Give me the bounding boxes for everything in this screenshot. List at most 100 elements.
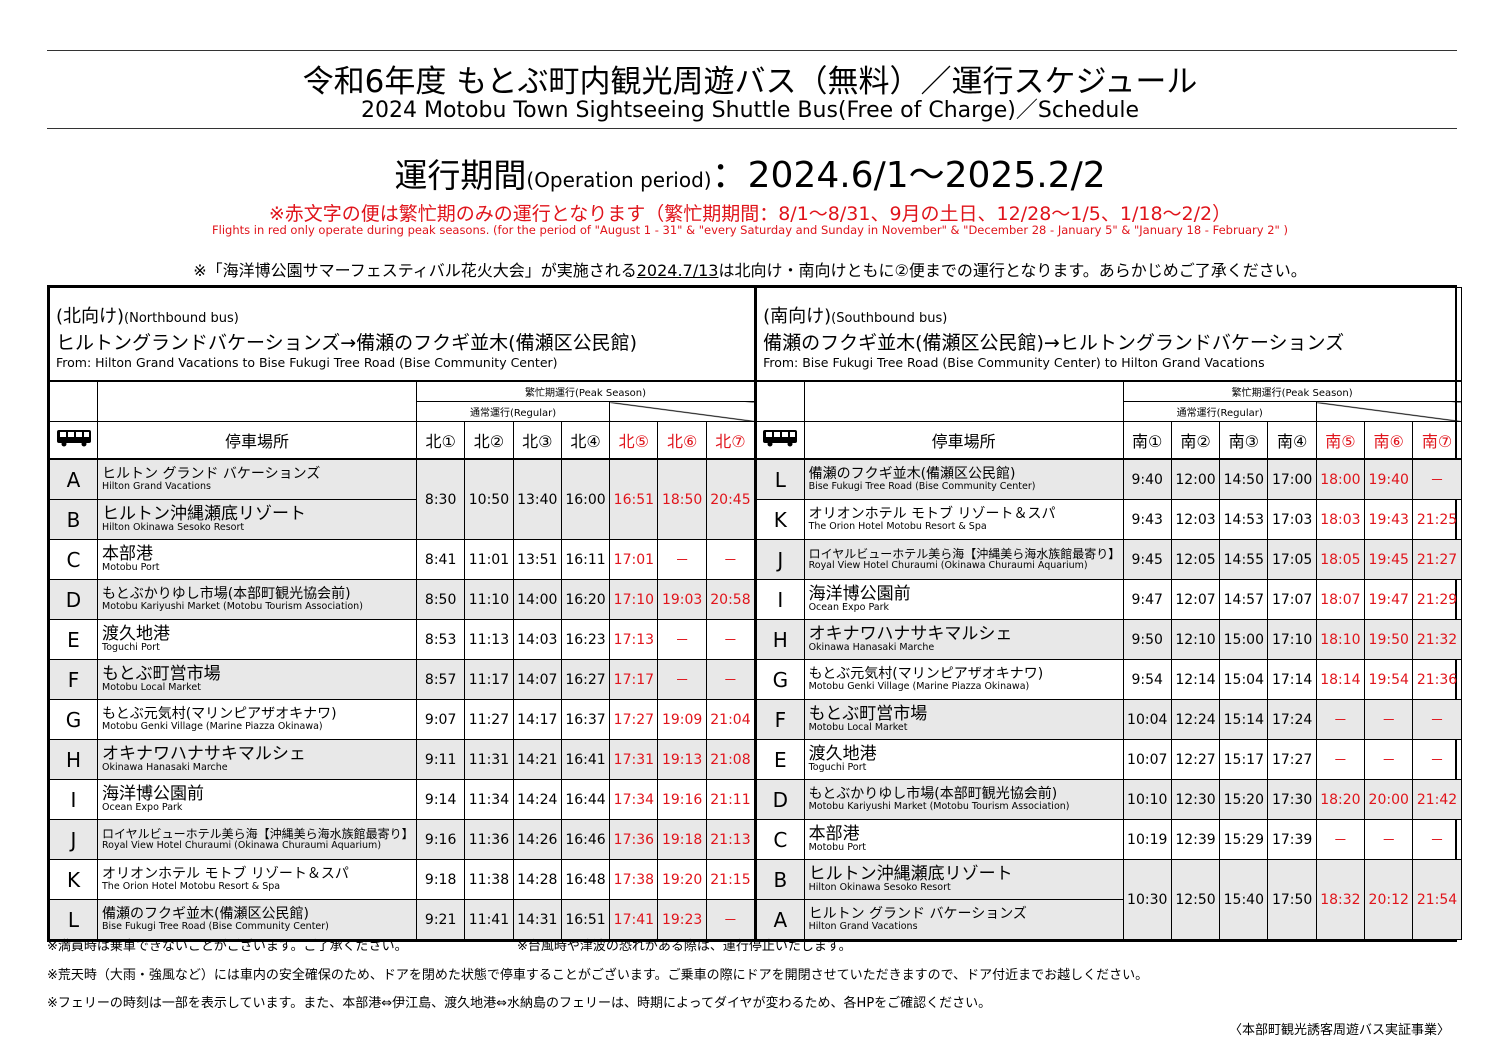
stop-name: もとぶ町営市場 xyxy=(808,703,928,724)
departure-time: 9:54 xyxy=(1122,659,1172,700)
departure-time: 19:47 xyxy=(1364,579,1414,620)
departure-time: 12:00 xyxy=(1170,458,1221,500)
trip-header: 南② xyxy=(1170,421,1221,460)
stop-name-cell: もとぶ町営市場 Motobu Local Market xyxy=(97,659,417,700)
direction-line: (南向け)(Southbound bus) xyxy=(763,302,1455,328)
stop-row: J ロイヤルビューホテル美ら海【沖縄美ら海水族館最寄り】 Royal View Ho… xyxy=(49,819,756,860)
stop-name: 海洋博公園前 xyxy=(102,783,204,804)
route-header: (北向け)(Northbound bus) ヒルトングランドバケーションズ→備瀬の… xyxy=(48,287,756,382)
stop-name-cell: オキナワハナサキマルシェ Okinawa Hanasaki Marche xyxy=(97,739,417,780)
departure-time: 14:17 xyxy=(512,699,562,740)
departure-time: 9:18 xyxy=(415,859,466,900)
departure-time: 17:27 xyxy=(609,699,659,740)
period-label-en: (Operation period) xyxy=(526,168,712,192)
stop-row: L 備瀬のフクギ並木(備瀬区公民館) Bise Fukugi Tree Road (… xyxy=(755,458,1462,500)
departure-time: 15:17 xyxy=(1219,739,1269,780)
stop-letter: K xyxy=(49,859,98,900)
departure-time: 11:38 xyxy=(464,859,514,900)
departure-time: 17:30 xyxy=(1267,779,1317,820)
departure-time: 13:51 xyxy=(512,539,562,580)
departure-time: 9:14 xyxy=(415,779,466,820)
departure-time: 11:17 xyxy=(464,659,514,700)
stop-name-en: Hilton Grand Vacations xyxy=(808,920,918,932)
stop-name-cell: オリオンホテル モトブ リゾート＆スパ The Orion Hotel Motob… xyxy=(97,859,417,900)
peak-notice-en: Flights in red only operate during peak … xyxy=(212,223,1288,237)
stop-letter: K xyxy=(755,499,805,540)
stop-name-en: The Orion Hotel Motobu Resort & Spa xyxy=(102,880,281,892)
regular-label: 通常運行(Regular) xyxy=(1122,401,1317,422)
departure-time: 17:50 xyxy=(1267,859,1317,940)
diagonal-cell xyxy=(609,401,756,422)
departure-time: － xyxy=(705,659,756,700)
departure-time: 9:40 xyxy=(1122,458,1172,500)
title-en: 2024 Motobu Town Sightseeing Shuttle Bus… xyxy=(361,98,1139,123)
departure-time: 16:44 xyxy=(560,779,611,820)
stop-name: オリオンホテル モトブ リゾート＆スパ xyxy=(102,866,349,883)
departure-time: 19:03 xyxy=(657,579,707,620)
stop-letter: B xyxy=(755,859,805,900)
stop-name: オリオンホテル モトブ リゾート＆スパ xyxy=(808,506,1056,523)
stop-name-en: Motobu Kariyushi Market (Motobu Tourism … xyxy=(808,800,1070,812)
stop-header: 停車場所 xyxy=(803,421,1124,460)
stop-row: A ヒルトン グランド バケーションズ Hilton Grand Vacations xyxy=(755,899,1461,940)
column-header-row: 停車場所 北① 北② 北③ 北④ 北⑤ 北⑥ 北⑦ xyxy=(49,421,756,460)
stop-name: 本部港 xyxy=(808,823,860,844)
header-row: 繁忙期運行(Peak Season) xyxy=(49,380,756,422)
header-row: 通常運行(Regular) xyxy=(50,401,756,422)
route: ヒルトングランドバケーションズ→備瀬のフクギ並木(備瀬区公民館) xyxy=(56,332,637,354)
departure-time: 12:30 xyxy=(1170,779,1221,820)
departure-time: 14:50 xyxy=(1219,458,1269,500)
departure-time: 16:20 xyxy=(560,579,611,620)
departure-time: － xyxy=(1412,739,1462,780)
departure-time: － xyxy=(657,659,707,700)
diagonal-cell xyxy=(1315,401,1462,422)
peak-label: 繁忙期運行(Peak Season) xyxy=(415,380,756,402)
departure-time: 17:31 xyxy=(609,739,659,780)
stop-name: もとぶ町営市場 xyxy=(102,663,221,684)
stop-row: D もとぶかりゆし市場(本部町観光協会前) Motobu Kariyushi Mar… xyxy=(755,779,1462,820)
stop-name: もとぶかりゆし市場(本部町観光協会前) xyxy=(808,786,1058,803)
departure-time: 17:14 xyxy=(1267,659,1317,700)
stop-letter: F xyxy=(49,659,98,700)
stop-name-en: Royal View Hotel Churaumi (Okinawa Chura… xyxy=(102,839,382,851)
stop-name-en: Hilton Okinawa Sesoko Resort xyxy=(808,882,951,894)
departure-time: 14:03 xyxy=(512,619,562,660)
bus-icon xyxy=(49,421,98,460)
departure-time: 15:20 xyxy=(1219,779,1269,820)
timetable: (北向け)(Northbound bus) ヒルトングランドバケーションズ→備瀬の… xyxy=(48,287,756,940)
departure-time: 17:41 xyxy=(609,899,659,940)
departure-time: 15:40 xyxy=(1219,859,1269,940)
stop-name-cell: 渡久地港 Toguchi Port xyxy=(803,739,1124,780)
header-row: 通常運行(Regular) xyxy=(756,401,1462,422)
stop-name: 海洋博公園前 xyxy=(808,583,911,604)
trip-header: 北③ xyxy=(512,421,562,460)
departure-time: 14:31 xyxy=(512,899,562,940)
blank-cell xyxy=(49,380,98,422)
stop-letter: E xyxy=(755,739,805,780)
departure-time: 9:50 xyxy=(1122,619,1172,660)
peak-notice: ※赤文字の便は繁忙期のみの運行となります（繁忙期期間：8/1～8/31、9月の土… xyxy=(268,203,1232,225)
stop-name: 本部港 xyxy=(102,543,153,564)
stop-name-en: Toguchi Port xyxy=(808,762,867,774)
column-header-row: 停車場所 南① 南② 南③ 南④ 南⑤ 南⑥ 南⑦ xyxy=(755,421,1462,460)
stop-name: オキナワハナサキマルシェ xyxy=(102,743,306,764)
departure-time: 8:53 xyxy=(415,619,466,660)
notice-text: は北向け・南向けともに②便までの運行となります。あらかじめご了承ください。 xyxy=(718,261,1307,280)
departure-time: 18:03 xyxy=(1315,499,1366,540)
departure-time: 16:00 xyxy=(560,458,611,540)
departure-time: 14:24 xyxy=(512,779,562,820)
trip-header: 北④ xyxy=(560,421,611,460)
trip-header: 南⑤ xyxy=(1315,421,1366,460)
departure-time: 8:57 xyxy=(415,659,466,700)
peak-label: 繁忙期運行(Peak Season) xyxy=(1122,380,1462,402)
departure-time: 12:03 xyxy=(1170,499,1221,540)
departure-time: 21:29 xyxy=(1412,579,1462,620)
departure-time: 19:18 xyxy=(657,819,707,860)
departure-time: 21:42 xyxy=(1412,779,1462,820)
departure-time: 10:04 xyxy=(1122,699,1172,740)
departure-time: － xyxy=(1315,739,1366,780)
departure-time: 12:50 xyxy=(1170,859,1221,940)
departure-time: 21:27 xyxy=(1412,539,1462,580)
departure-time: 9:47 xyxy=(1122,579,1172,620)
stop-letter: I xyxy=(49,779,98,820)
